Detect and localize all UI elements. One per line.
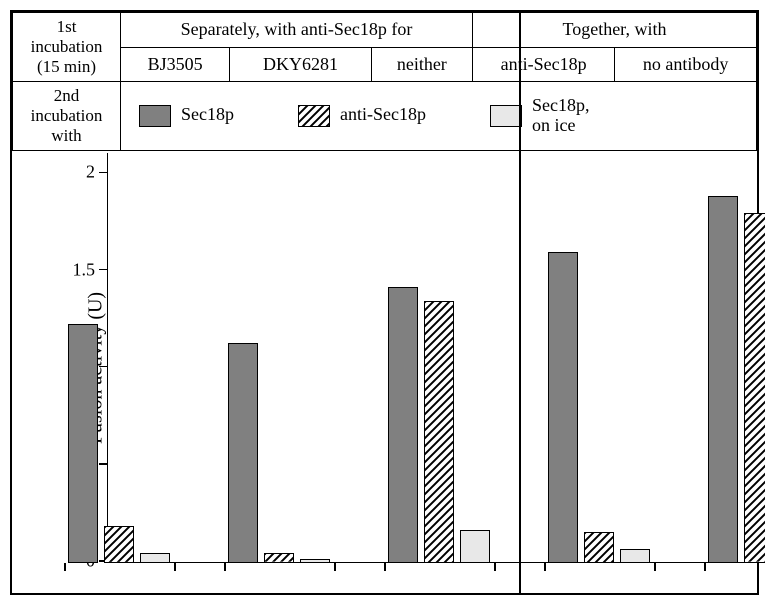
row1-label: 1st incubation (15 min) (13, 13, 121, 82)
bar (68, 324, 98, 563)
y-tick-label: 2 (86, 162, 95, 183)
together-title: Together, with (472, 13, 756, 48)
x-tick (494, 563, 496, 571)
x-tick (544, 563, 546, 571)
legend-hatch-label: anti-Sec18p (340, 104, 426, 124)
col-anti: anti-Sec18p (472, 47, 614, 82)
figure-container: 1st incubation (15 min) Separately, with… (10, 10, 759, 595)
x-tick (64, 563, 66, 571)
bar (584, 532, 614, 563)
y-tick (99, 269, 107, 271)
row2-label: 2nd incubation with (13, 82, 121, 151)
x-tick (654, 563, 656, 571)
y-tick-label: 1.5 (73, 259, 96, 280)
y-axis (107, 153, 108, 563)
bar (388, 287, 418, 563)
bar (104, 526, 134, 563)
separately-title: Separately, with anti-Sec18p for (121, 13, 473, 48)
legend-gray-label: Sec18p (181, 104, 234, 124)
y-tick (99, 463, 107, 465)
legend-light-label: Sec18p,on ice (532, 96, 590, 136)
x-tick (224, 563, 226, 571)
legend-swatch-light (490, 105, 522, 127)
col-noab: no antibody (615, 47, 757, 82)
header-table: 1st incubation (15 min) Separately, with… (12, 12, 757, 151)
x-tick (384, 563, 386, 571)
bar (548, 252, 578, 563)
chart-area: Fusion activity (U) 00.511.52 (12, 143, 757, 593)
bar (460, 530, 490, 563)
bar (744, 213, 765, 563)
col-neither: neither (371, 47, 472, 82)
x-tick (174, 563, 176, 571)
legend-swatch-hatch (298, 105, 330, 127)
x-tick (704, 563, 706, 571)
bar (708, 196, 738, 563)
bar (424, 301, 454, 563)
col-bj3505: BJ3505 (121, 47, 230, 82)
legend-swatch-gray (139, 105, 171, 127)
bar (264, 553, 294, 563)
legend-cell: Sec18p anti-Sec18p Sec18p,on ice (121, 82, 757, 151)
panel-divider (519, 12, 521, 593)
bar (620, 549, 650, 563)
x-tick (334, 563, 336, 571)
plot-region: 00.511.52 (107, 153, 747, 563)
bar (228, 343, 258, 563)
bar (300, 559, 330, 563)
y-tick (99, 172, 107, 174)
col-dky6281: DKY6281 (230, 47, 371, 82)
y-tick (99, 366, 107, 368)
bar (140, 553, 170, 563)
